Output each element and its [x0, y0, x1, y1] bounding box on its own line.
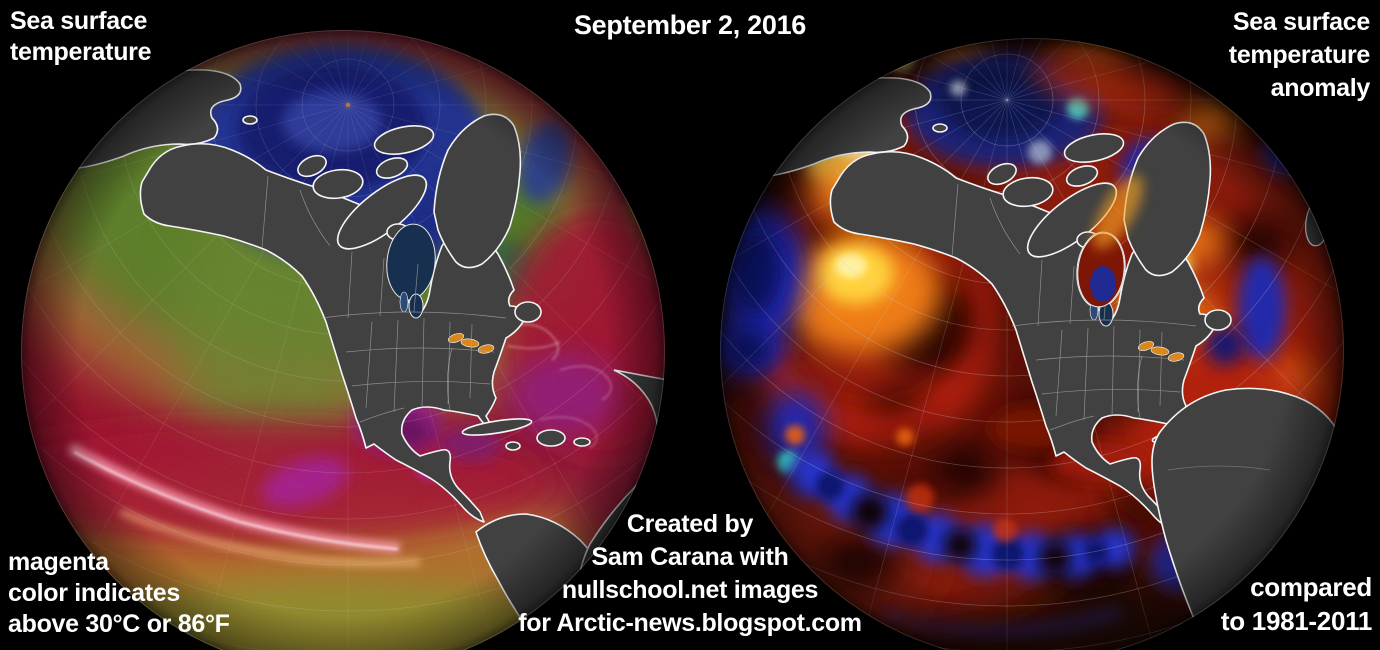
credit-line: for Arctic-news.blogspot.com: [518, 609, 862, 637]
right-globe-title: Sea surface temperature anomaly: [1228, 6, 1371, 105]
title-line: anomaly: [1270, 74, 1371, 102]
magenta-note: magenta color indicates above 30°C or 86…: [8, 547, 230, 640]
note-line: magenta: [8, 548, 109, 576]
credit-line: Sam Carana with: [591, 543, 789, 571]
note-line: above 30°C or 86°F: [8, 610, 230, 638]
sst-anomaly-globe: [720, 38, 1344, 650]
title-line: Sea surface: [1232, 8, 1370, 36]
left-globe-title: Sea surface temperature: [10, 6, 152, 68]
sst-globe: [21, 30, 665, 650]
credit-line: nullschool.net images: [561, 576, 819, 604]
note-line: compared: [1250, 572, 1372, 602]
credit-line: Created by: [626, 510, 754, 538]
note-line: color indicates: [8, 579, 180, 607]
note-line: to 1981-2011: [1220, 606, 1372, 636]
baseline-note: compared to 1981-2011: [1221, 570, 1372, 638]
title-line: temperature: [1228, 41, 1371, 69]
title-line: temperature: [10, 38, 152, 66]
date-label: September 2, 2016: [573, 10, 807, 40]
title-line: Sea surface: [10, 7, 148, 35]
credit-text: Created by Sam Carana with nullschool.ne…: [518, 508, 862, 640]
